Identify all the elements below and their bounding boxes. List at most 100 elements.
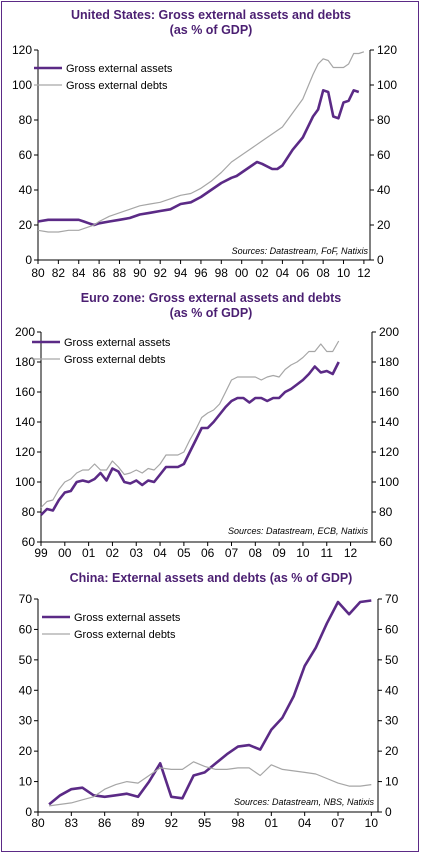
- x-tick-label: 88: [113, 266, 127, 280]
- series-line-assets: [37, 89, 360, 227]
- y-tick-label-right: 160: [379, 385, 399, 399]
- x-tick-label: 00: [235, 266, 249, 280]
- y-tick-label-right: 50: [385, 653, 399, 667]
- y-tick-label-right: 0: [385, 805, 392, 819]
- y-tick-label-right: 80: [379, 505, 393, 519]
- legend-label: Gross external assets: [66, 63, 173, 75]
- x-tick-label: 04: [153, 546, 167, 560]
- x-tick-label: 90: [133, 266, 147, 280]
- x-tick-label: 80: [31, 266, 45, 280]
- x-tick-label: 12: [344, 546, 358, 560]
- y-tick-label-right: 140: [379, 415, 399, 429]
- x-tick-label: 08: [316, 266, 330, 280]
- x-tick-label: 07: [331, 816, 345, 830]
- legend-label: Gross external debts: [74, 629, 176, 641]
- series-line-debts: [49, 761, 372, 807]
- x-tick-label: 00: [58, 546, 72, 560]
- y-tick-label-right: 40: [377, 183, 391, 197]
- chart-subtitle: (as % of GDP): [169, 306, 253, 320]
- y-tick-label-right: 20: [385, 744, 399, 758]
- series-line-debts: [40, 340, 340, 508]
- x-tick-label: 09: [272, 546, 286, 560]
- legend-label: Gross external assets: [64, 337, 171, 349]
- source-note: Sources: Datastream, FoF, Natixis: [232, 246, 369, 256]
- y-tick-label-right: 120: [379, 445, 399, 459]
- y-tick-label-left: 50: [19, 653, 33, 667]
- x-tick-label: 92: [165, 816, 179, 830]
- x-tick-label: 10: [365, 816, 379, 830]
- legend-label: Gross external debts: [66, 80, 168, 92]
- y-tick-label-left: 30: [19, 714, 33, 728]
- x-tick-label: 96: [194, 266, 208, 280]
- y-tick-label-right: 60: [385, 622, 399, 636]
- x-tick-label: 07: [225, 546, 239, 560]
- y-tick-label-left: 120: [12, 43, 32, 57]
- y-tick-label-left: 10: [19, 775, 33, 789]
- x-tick-label: 04: [298, 816, 312, 830]
- chart-title: United States: Gross external assets and…: [71, 8, 351, 22]
- x-tick-label: 82: [52, 266, 66, 280]
- y-tick-label-right: 100: [379, 475, 399, 489]
- y-tick-label-right: 100: [377, 78, 397, 92]
- series-line-debts: [37, 51, 365, 233]
- y-tick-label-left: 120: [15, 445, 35, 459]
- chart-panel-us: United States: Gross external assets and…: [2, 0, 420, 290]
- y-tick-label-left: 20: [19, 218, 33, 232]
- x-tick-label: 01: [265, 816, 279, 830]
- y-tick-label-right: 120: [377, 43, 397, 57]
- y-tick-label-left: 80: [19, 113, 33, 127]
- y-tick-label-left: 0: [25, 805, 32, 819]
- y-tick-label-right: 40: [385, 683, 399, 697]
- y-tick-label-right: 0: [377, 253, 384, 267]
- y-tick-label-left: 60: [19, 148, 33, 162]
- series-line-assets: [40, 361, 340, 516]
- x-tick-label: 99: [34, 546, 48, 560]
- y-tick-label-left: 20: [19, 744, 33, 758]
- x-tick-label: 04: [276, 266, 290, 280]
- chart-subtitle: (as % of GDP): [169, 23, 253, 37]
- x-tick-label: 80: [31, 816, 45, 830]
- x-tick-label: 01: [82, 546, 96, 560]
- x-tick-label: 06: [201, 546, 215, 560]
- x-tick-label: 05: [177, 546, 191, 560]
- y-tick-label-left: 0: [25, 253, 32, 267]
- y-tick-label-right: 60: [377, 148, 391, 162]
- x-tick-label: 98: [215, 266, 229, 280]
- y-tick-label-right: 10: [385, 775, 399, 789]
- x-tick-label: 12: [357, 266, 371, 280]
- chart-title: Euro zone: Gross external assets and deb…: [80, 291, 342, 305]
- x-tick-label: 02: [106, 546, 120, 560]
- x-tick-label: 10: [337, 266, 351, 280]
- x-tick-label: 02: [255, 266, 269, 280]
- x-tick-label: 10: [296, 546, 310, 560]
- y-tick-label-left: 60: [22, 535, 36, 549]
- y-tick-label-right: 60: [379, 535, 393, 549]
- y-tick-label-right: 20: [377, 218, 391, 232]
- y-tick-label-left: 40: [19, 683, 33, 697]
- source-note: Sources: Datastream, ECB, Natixis: [228, 526, 369, 536]
- x-tick-label: 92: [154, 266, 168, 280]
- x-tick-label: 11: [321, 546, 334, 560]
- y-tick-label-left: 100: [12, 78, 32, 92]
- y-tick-label-right: 180: [379, 355, 399, 369]
- y-tick-label-left: 70: [19, 592, 33, 606]
- y-tick-label-left: 100: [15, 475, 35, 489]
- chart-panel-china: China: External assets and debts (as % o…: [2, 565, 420, 853]
- x-tick-label: 94: [174, 266, 188, 280]
- chart-panel-eurozone: Euro zone: Gross external assets and deb…: [2, 289, 420, 564]
- y-tick-label-right: 30: [385, 714, 399, 728]
- x-tick-label: 86: [92, 266, 106, 280]
- x-tick-label: 98: [231, 816, 245, 830]
- x-tick-label: 89: [131, 816, 145, 830]
- x-tick-label: 08: [249, 546, 263, 560]
- source-note: Sources: Datastream, NBS, Natixis: [234, 797, 375, 807]
- x-tick-label: 84: [72, 266, 86, 280]
- x-tick-label: 83: [65, 816, 79, 830]
- y-tick-label-left: 140: [15, 415, 35, 429]
- y-tick-label-left: 40: [19, 183, 33, 197]
- y-tick-label-right: 70: [385, 592, 399, 606]
- x-tick-label: 03: [130, 546, 144, 560]
